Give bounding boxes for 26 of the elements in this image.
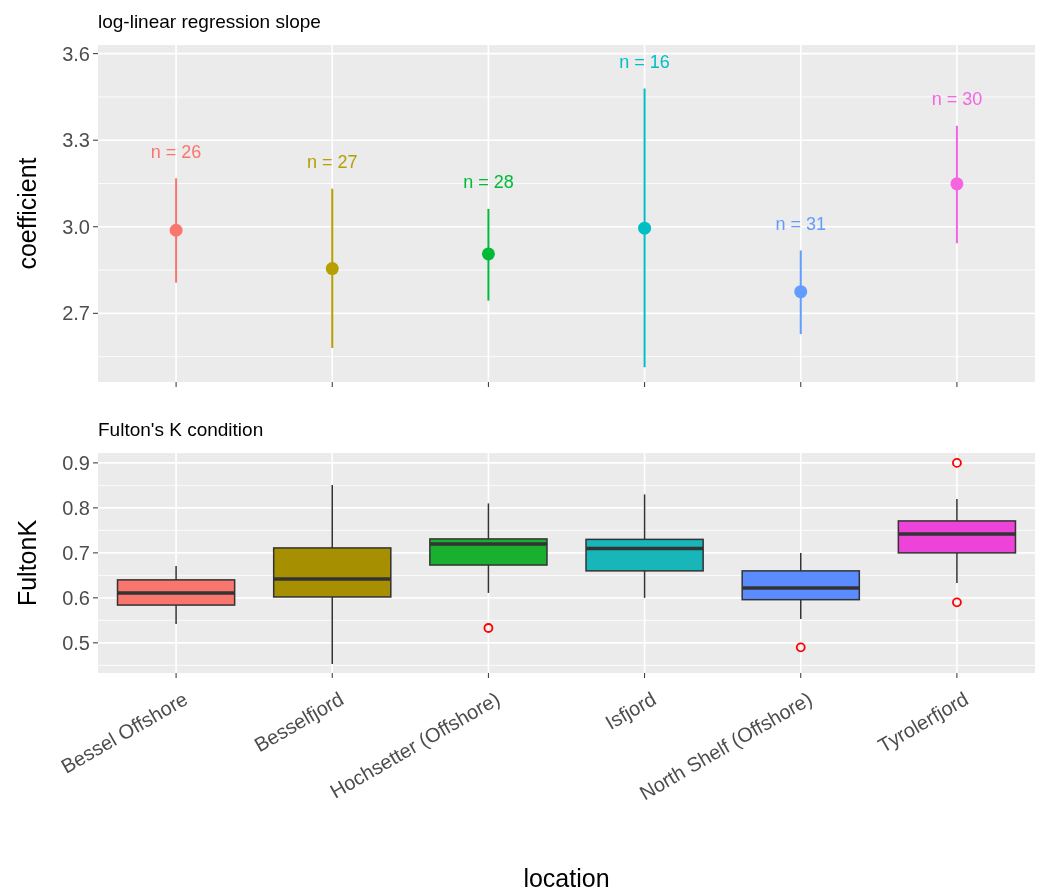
point — [481, 247, 495, 261]
annotation: n = 27 — [306, 151, 358, 172]
point — [638, 221, 652, 235]
annotation: n = 16 — [619, 51, 670, 72]
chart-title: log-linear regression slope — [98, 11, 321, 32]
point — [950, 177, 964, 191]
y-axis-title: coefficient — [13, 157, 41, 270]
y-axis-title: FultonK — [13, 519, 41, 607]
annotation: n = 31 — [775, 213, 827, 234]
y-tick-label: 0.8 — [62, 496, 90, 519]
y-tick-label: 0.7 — [62, 541, 90, 564]
annotation: n = 28 — [463, 172, 514, 193]
y-tick-label: 0.5 — [62, 631, 90, 654]
y-tick-label: 3.3 — [62, 129, 90, 152]
point — [169, 223, 183, 237]
point — [325, 262, 339, 276]
annotation: n = 30 — [931, 89, 983, 110]
x-axis-title: location — [523, 864, 610, 892]
y-tick-label: 0.6 — [62, 586, 90, 609]
annotation: n = 26 — [150, 141, 202, 162]
y-tick-label: 2.7 — [62, 302, 90, 325]
y-tick-label: 0.9 — [62, 451, 90, 474]
y-tick-label: 3.0 — [62, 215, 90, 238]
point — [794, 285, 808, 299]
chart-title: Fulton's K condition — [98, 419, 264, 440]
y-tick-label: 3.6 — [62, 42, 90, 65]
